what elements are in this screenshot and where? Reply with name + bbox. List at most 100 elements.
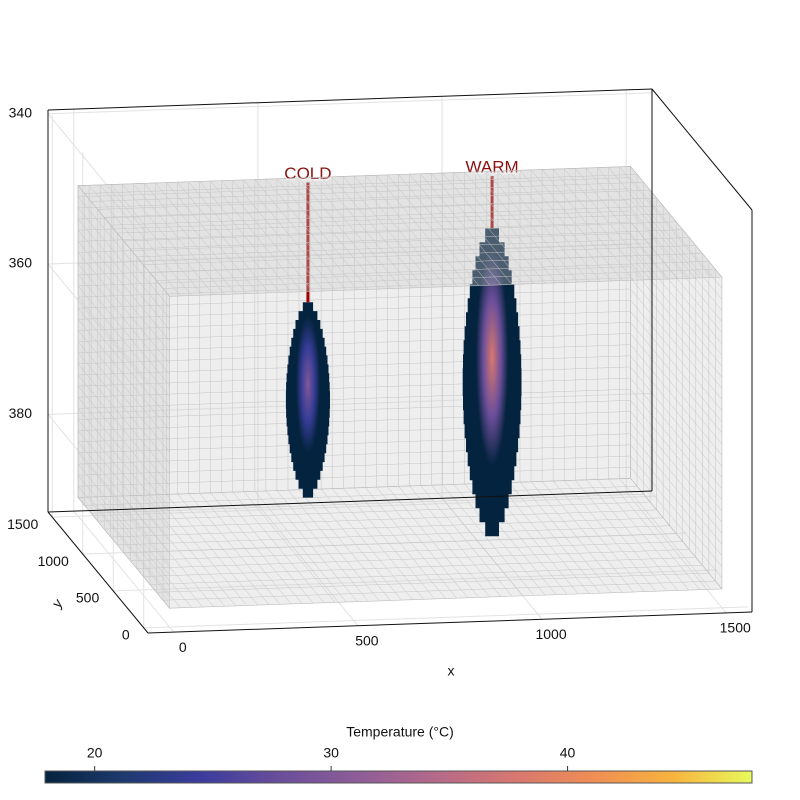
mesh-line	[77, 263, 170, 375]
mesh-line	[110, 517, 664, 538]
axis-frame	[47, 88, 653, 111]
mesh-line	[630, 433, 723, 545]
mesh-line	[77, 341, 170, 453]
mesh-line	[630, 255, 723, 367]
mesh-line	[78, 344, 631, 365]
mesh-line	[77, 307, 170, 419]
mesh-line	[77, 486, 170, 598]
mesh-line	[149, 564, 703, 585]
x-tick-label: 0	[179, 639, 187, 655]
mesh-line	[77, 274, 170, 386]
mesh-line	[143, 245, 696, 265]
mesh-line	[77, 319, 170, 431]
mesh-line	[91, 493, 644, 514]
mesh-line	[84, 485, 638, 506]
mesh-line	[77, 452, 170, 564]
mesh-line	[78, 255, 631, 275]
y-tick-label: 1000	[38, 553, 69, 569]
y-tick-label: 0	[122, 627, 130, 643]
mesh-line	[77, 430, 170, 542]
mesh-line	[630, 355, 723, 467]
mesh-line	[77, 196, 170, 308]
mesh-line	[78, 444, 631, 465]
mesh-line	[78, 277, 631, 298]
mesh-line	[77, 385, 170, 497]
mesh-line	[130, 541, 683, 561]
mesh-line	[630, 389, 723, 501]
mesh-line	[78, 366, 631, 387]
mesh-line	[77, 330, 170, 442]
mesh-line	[149, 253, 703, 273]
mesh-line	[77, 363, 170, 475]
mesh-line	[123, 533, 677, 554]
mesh-line	[77, 296, 170, 408]
axis-frame	[47, 490, 653, 513]
mesh-line	[630, 411, 723, 523]
grid-line	[113, 569, 718, 592]
mesh-line	[156, 261, 709, 281]
mesh-line	[630, 366, 723, 478]
grid-line	[52, 495, 657, 518]
grid-line	[257, 504, 359, 627]
mesh-line	[77, 218, 170, 330]
mesh-line	[77, 285, 170, 397]
mesh-line	[630, 377, 723, 489]
mesh-line	[77, 207, 170, 319]
mesh-line	[78, 433, 631, 454]
mesh-line	[630, 333, 723, 445]
mesh-line	[78, 355, 631, 376]
mesh-line	[77, 397, 170, 509]
mesh-line	[630, 422, 723, 534]
mesh-line	[78, 266, 631, 287]
x-tick-label: 1500	[720, 620, 751, 636]
x-tick-label: 500	[355, 632, 379, 648]
x-axis-label: x	[448, 663, 455, 679]
mesh-line	[630, 311, 723, 423]
mesh-line	[78, 322, 631, 342]
mesh-line	[630, 177, 723, 289]
mesh-line	[162, 268, 716, 289]
colorbar-tick-label: 30	[323, 745, 339, 761]
grid-line	[47, 413, 149, 536]
mesh-line	[78, 233, 631, 253]
x-tick-label: 1000	[535, 626, 566, 642]
grid-line	[441, 497, 543, 620]
mesh-line	[104, 197, 657, 218]
mesh-line	[630, 266, 723, 378]
plume	[462, 228, 522, 537]
mesh-line	[78, 199, 631, 220]
mesh-line	[630, 322, 723, 434]
mesh-line	[136, 549, 690, 569]
grid-line	[47, 392, 653, 415]
mesh-line	[130, 229, 683, 250]
mesh-line	[77, 352, 170, 464]
mesh-line	[77, 230, 170, 342]
mesh-line	[630, 244, 723, 356]
mesh-line	[78, 288, 631, 309]
z-tick-label: 360	[9, 255, 33, 271]
mesh-line	[77, 463, 170, 575]
mesh-line	[78, 333, 631, 353]
colorbar-tick-label: 20	[87, 745, 103, 761]
colorbar	[44, 770, 753, 784]
mesh-line	[97, 189, 651, 210]
mesh-line	[630, 188, 723, 300]
mesh-line	[117, 525, 670, 546]
mesh-line	[77, 419, 170, 531]
axis-frame	[47, 511, 149, 634]
mesh-line	[78, 388, 631, 409]
mesh-line	[630, 344, 723, 456]
mesh-line	[630, 199, 723, 311]
mesh-line	[77, 252, 170, 364]
mesh-line	[97, 501, 651, 522]
mesh-line	[117, 213, 670, 234]
mesh-line	[78, 466, 631, 487]
mesh-line	[84, 174, 638, 194]
y-tick-label: 1500	[7, 516, 38, 532]
axis-frame	[651, 88, 753, 211]
mesh-line	[630, 455, 723, 567]
axis-frame	[147, 611, 753, 634]
mesh-line	[78, 299, 631, 320]
y-tick-label: 500	[76, 590, 100, 606]
mesh-line	[78, 422, 631, 443]
